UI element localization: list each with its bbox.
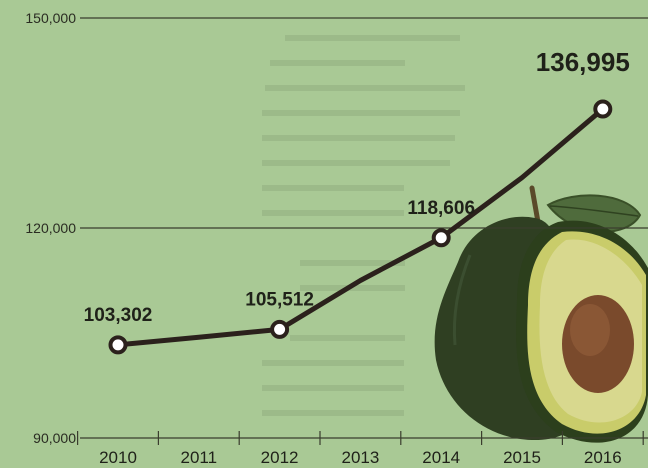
data-point	[108, 335, 128, 355]
data-point	[270, 319, 290, 339]
x-tick-label: 2015	[503, 448, 541, 467]
gridlines	[80, 17, 648, 229]
series-group	[108, 99, 613, 355]
data-label: 136,995	[536, 47, 630, 77]
x-tick-label: 2011	[181, 448, 218, 467]
x-tick-label: 2016	[584, 448, 622, 467]
data-point	[593, 99, 613, 119]
data-point	[431, 228, 451, 248]
x-tick-label: 2012	[261, 448, 299, 467]
x-axis: 2010 2011 2012 2013 2014 2015 2016	[76, 431, 648, 467]
y-tick-label: 150,000	[25, 10, 76, 26]
data-labels: 103,302 105,512 118,606 136,995	[84, 47, 630, 326]
data-label: 118,606	[407, 198, 475, 219]
avocado-icon	[434, 185, 648, 443]
x-tick-label: 2014	[422, 448, 460, 467]
background-text-texture	[262, 35, 465, 416]
series-line	[115, 106, 606, 348]
y-tick-label: 120,000	[25, 220, 76, 236]
x-tick-label: 2010	[99, 448, 137, 467]
y-axis-ticks: 90,000 120,000 150,000	[25, 10, 76, 446]
y-tick-label: 90,000	[33, 430, 76, 446]
x-tick-label: 2013	[341, 448, 379, 467]
data-label: 105,512	[245, 289, 314, 310]
data-label: 103,302	[84, 305, 153, 326]
